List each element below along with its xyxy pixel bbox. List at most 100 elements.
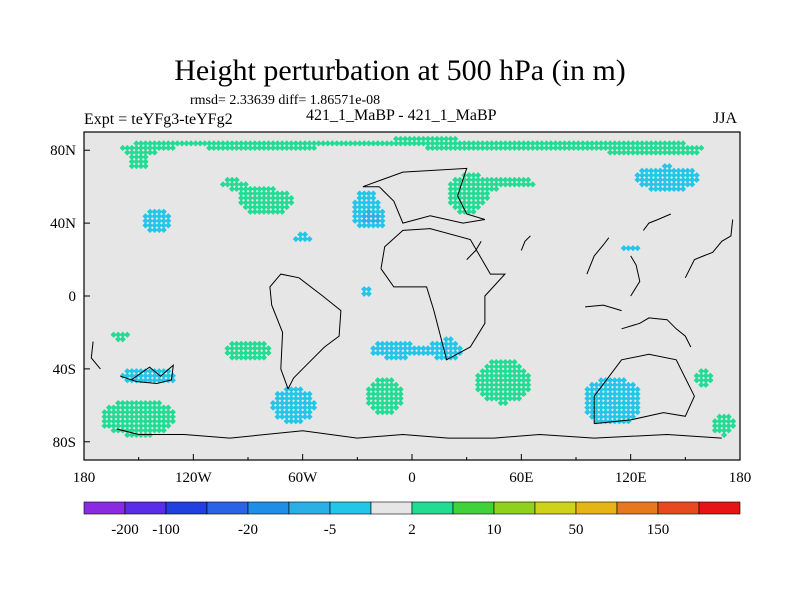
anomaly-cell bbox=[620, 399, 627, 407]
anomaly-cell bbox=[397, 340, 404, 347]
x-tick-label: 180 bbox=[729, 470, 752, 486]
anomaly-cell bbox=[165, 368, 172, 375]
anomaly-cell bbox=[370, 217, 377, 224]
anomaly-cell bbox=[301, 409, 309, 416]
anomaly-cell bbox=[251, 190, 258, 197]
anomaly-cell bbox=[288, 399, 295, 407]
anomaly-cell bbox=[115, 399, 122, 407]
anomaly-cell bbox=[256, 185, 263, 193]
anomaly-cell bbox=[238, 181, 245, 188]
anomaly-cell bbox=[525, 181, 532, 188]
anomaly-cell bbox=[165, 217, 172, 224]
anomaly-cell bbox=[388, 381, 395, 388]
anomaly-cell bbox=[210, 144, 217, 152]
anomaly-cell bbox=[142, 372, 149, 379]
anomaly-cell bbox=[474, 172, 482, 179]
anomaly-cell bbox=[661, 176, 668, 183]
anomaly-cell bbox=[433, 135, 441, 142]
anomaly-cell bbox=[620, 245, 627, 252]
anomaly-cell bbox=[720, 418, 728, 425]
anomaly-cell bbox=[415, 140, 422, 147]
anomaly-cell bbox=[383, 395, 391, 402]
coastline bbox=[362, 167, 486, 224]
anomaly-cell bbox=[265, 190, 272, 197]
anomaly-cell bbox=[165, 404, 172, 411]
anomaly-cell bbox=[361, 286, 368, 293]
anomaly-cell bbox=[643, 181, 650, 188]
anomaly-cell bbox=[156, 377, 163, 384]
anomaly-cell bbox=[165, 213, 172, 220]
anomaly-cell bbox=[470, 185, 477, 193]
anomaly-cell bbox=[452, 194, 459, 202]
anomaly-cell bbox=[238, 340, 245, 347]
anomaly-cell bbox=[247, 185, 254, 193]
anomaly-cell bbox=[420, 140, 427, 147]
anomaly-cell bbox=[597, 409, 605, 416]
anomaly-cell bbox=[588, 386, 596, 393]
anomaly-cell bbox=[137, 427, 145, 434]
anomaly-cell bbox=[607, 390, 614, 398]
anomaly-cell bbox=[251, 354, 258, 361]
anomaly-cell bbox=[383, 386, 391, 393]
anomaly-cell bbox=[584, 386, 591, 393]
anomaly-cell bbox=[452, 199, 459, 206]
anomaly-cell bbox=[470, 181, 477, 188]
anomaly-cell bbox=[383, 399, 391, 407]
anomaly-cell bbox=[461, 181, 468, 188]
anomaly-cell bbox=[616, 413, 623, 420]
anomaly-cell bbox=[306, 409, 313, 416]
anomaly-cell bbox=[274, 208, 281, 215]
anomaly-cell bbox=[657, 140, 664, 147]
anomaly-cell bbox=[297, 413, 304, 420]
anomaly-cell bbox=[397, 135, 404, 142]
anomaly-cell bbox=[228, 176, 236, 183]
anomaly-cell bbox=[720, 431, 728, 439]
anomaly-cell bbox=[452, 140, 459, 147]
anomaly-cell bbox=[251, 349, 258, 357]
anomaly-cell bbox=[365, 208, 372, 215]
anomaly-cell bbox=[675, 149, 682, 156]
anomaly-cell bbox=[324, 140, 331, 147]
anomaly-cell bbox=[420, 345, 427, 352]
rmsd-stats: rmsd= 2.33639 diff= 1.86571e-08 bbox=[190, 93, 381, 108]
anomaly-cell bbox=[151, 208, 158, 215]
anomaly-cell bbox=[515, 140, 523, 147]
anomaly-cell bbox=[666, 140, 673, 147]
anomaly-cell bbox=[265, 194, 272, 202]
colorbar: -200 -100 -20 -5 2 10 50 150 bbox=[83, 501, 741, 538]
anomaly-cell bbox=[720, 413, 728, 420]
anomaly-cell bbox=[484, 372, 491, 379]
coastline bbox=[116, 428, 722, 439]
anomaly-cell bbox=[502, 140, 509, 147]
anomaly-cell bbox=[115, 404, 122, 411]
anomaly-cell bbox=[684, 176, 691, 183]
anomaly-cell bbox=[493, 358, 500, 366]
anomaly-cell bbox=[593, 404, 600, 411]
anomaly-cell bbox=[629, 395, 637, 402]
anomaly-cell bbox=[301, 140, 309, 147]
anomaly-cell bbox=[156, 140, 163, 147]
anomaly-cell bbox=[657, 167, 664, 174]
anomaly-cell bbox=[115, 331, 122, 338]
anomaly-cell bbox=[725, 427, 732, 434]
anomaly-cell bbox=[506, 144, 514, 152]
anomaly-cell bbox=[119, 409, 126, 416]
anomaly-cell bbox=[447, 185, 454, 193]
colorbar-label: -5 bbox=[324, 522, 337, 538]
anomaly-cell bbox=[242, 204, 249, 211]
anomaly-cell bbox=[515, 176, 523, 183]
anomaly-cell bbox=[607, 395, 614, 402]
anomaly-cell bbox=[383, 404, 391, 411]
anomaly-cell bbox=[465, 190, 473, 197]
anomaly-cell bbox=[110, 331, 117, 338]
anomaly-cell bbox=[424, 135, 432, 142]
anomaly-cell bbox=[447, 190, 454, 197]
anomaly-cell bbox=[379, 399, 386, 407]
anomaly-cell bbox=[124, 404, 131, 411]
anomaly-cell bbox=[151, 226, 158, 234]
anomaly-cell bbox=[133, 163, 140, 170]
anomaly-cell bbox=[256, 144, 263, 152]
anomaly-cell bbox=[124, 422, 131, 429]
anomaly-cell bbox=[265, 185, 272, 193]
anomaly-cell bbox=[256, 345, 263, 352]
